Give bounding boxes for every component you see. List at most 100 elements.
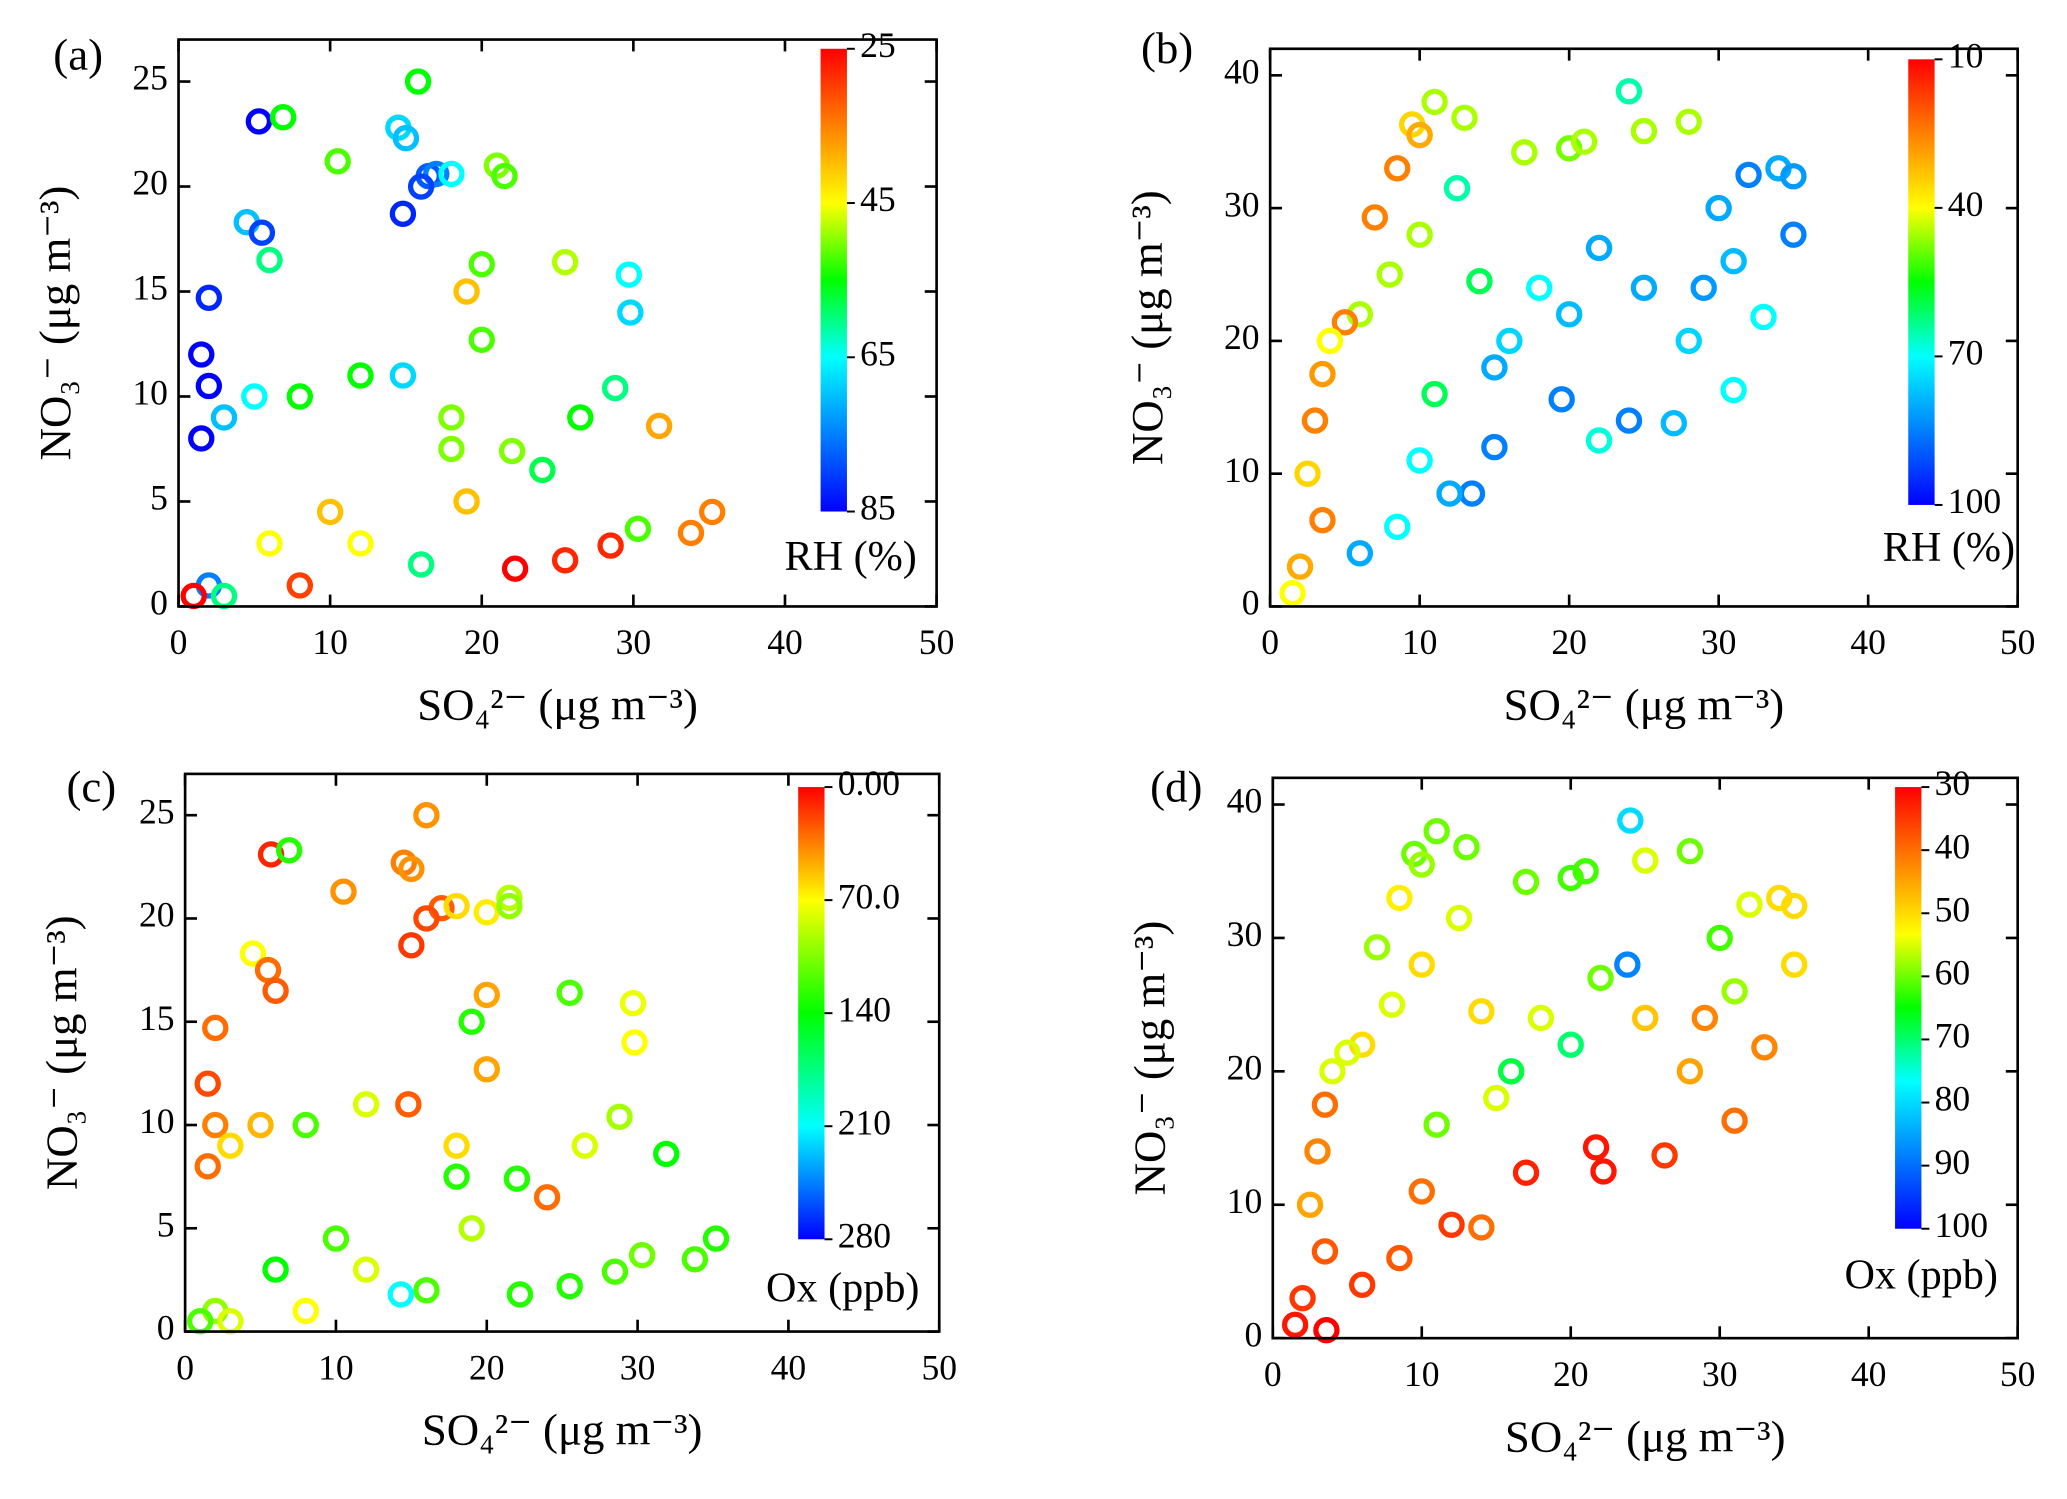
point [407,173,435,200]
point [1296,1191,1324,1218]
point [1497,1058,1525,1085]
point [1614,951,1641,978]
point [529,456,556,484]
point [503,1165,531,1192]
x-tick-label: 0 [1264,1354,1282,1394]
point [551,547,579,574]
point [1632,847,1659,874]
point [1289,1284,1316,1312]
point [404,68,432,95]
point [1582,1134,1610,1161]
y-tick-label: 10 [132,373,168,413]
point [210,404,238,431]
point [1334,1039,1361,1066]
point [1301,407,1329,434]
y-tick-label: 10 [1227,1181,1263,1221]
point [1348,1271,1376,1298]
point [1570,128,1598,155]
point [262,1256,289,1283]
point [1304,1138,1331,1165]
point [681,1246,709,1273]
colorbar-tick-label: 90 [1935,1142,1971,1182]
point [501,555,529,582]
point [1313,1316,1340,1344]
point [1781,892,1808,920]
point [1316,327,1344,355]
colorbar-label: RH (%) [784,533,916,580]
point [194,1153,221,1180]
colorbar-tick-label: 10 [1948,35,1984,75]
colorbar-tick-label: 100 [1935,1205,1988,1245]
point [506,1281,534,1308]
x-tick-label: 30 [620,1347,656,1387]
point [347,362,374,389]
x-tick-label: 10 [1404,1354,1440,1394]
point [1423,1111,1450,1138]
y-tick-label: 25 [132,58,168,98]
plot-frame [1268,47,2019,608]
y-tick-label: 20 [139,895,175,935]
y-tick-label: 5 [157,1204,175,1244]
point [443,892,470,920]
y-tick-label: 0 [1244,1314,1262,1354]
x-tick-label: 50 [2000,622,2036,662]
point [413,802,440,829]
point [398,855,425,883]
point [1309,506,1336,534]
point [248,219,276,246]
point [617,299,644,326]
point [438,404,465,431]
point [1423,818,1450,845]
panel-label: (c) [66,761,116,811]
point [1311,1091,1339,1118]
point [1527,1004,1555,1032]
x-axis-title: SO₄²⁻ (μg m⁻³) [417,680,698,730]
colorbar-tick-label: 70 [1935,1016,1971,1056]
panel-label: (a) [53,30,103,80]
point [1630,117,1658,145]
point [286,572,314,599]
point [556,979,583,1007]
x-tick-label: 40 [771,1347,807,1387]
point [1526,274,1553,301]
x-tick-label: 50 [919,622,955,662]
point [1557,1031,1584,1058]
x-tick-label: 0 [176,1347,194,1387]
point [1548,386,1575,413]
point [458,1008,485,1035]
point [628,1241,656,1269]
colorbar-tick-label: 65 [860,333,896,373]
point [1361,204,1388,231]
point [1281,1311,1309,1339]
colorbar-tick-label: 140 [838,989,891,1029]
point [1421,88,1448,116]
point [1453,834,1480,861]
point [1481,354,1508,381]
point [1691,1004,1719,1032]
point [347,530,374,557]
point [1386,884,1413,912]
point [1706,924,1733,952]
point [473,981,500,1009]
point [269,104,297,131]
plot-frame [1271,776,2019,1340]
point [468,251,495,278]
point [1408,851,1435,878]
point [1378,991,1406,1018]
point [1555,301,1583,328]
point [202,1014,229,1042]
x-tick-label: 30 [1701,622,1737,662]
point [1438,1211,1465,1238]
point [1676,1058,1704,1085]
point [262,977,289,1004]
point [1468,1214,1495,1241]
colorbar-tick-label: 25 [860,25,896,65]
point [423,160,450,188]
x-axis-title: SO₄²⁻ (μg m⁻³) [422,1405,703,1455]
y-axis-title: NO₃⁻ (μg m⁻³) [30,186,80,461]
point [1279,579,1306,607]
point [276,837,303,864]
colorbar [820,48,847,512]
point [473,1056,500,1083]
